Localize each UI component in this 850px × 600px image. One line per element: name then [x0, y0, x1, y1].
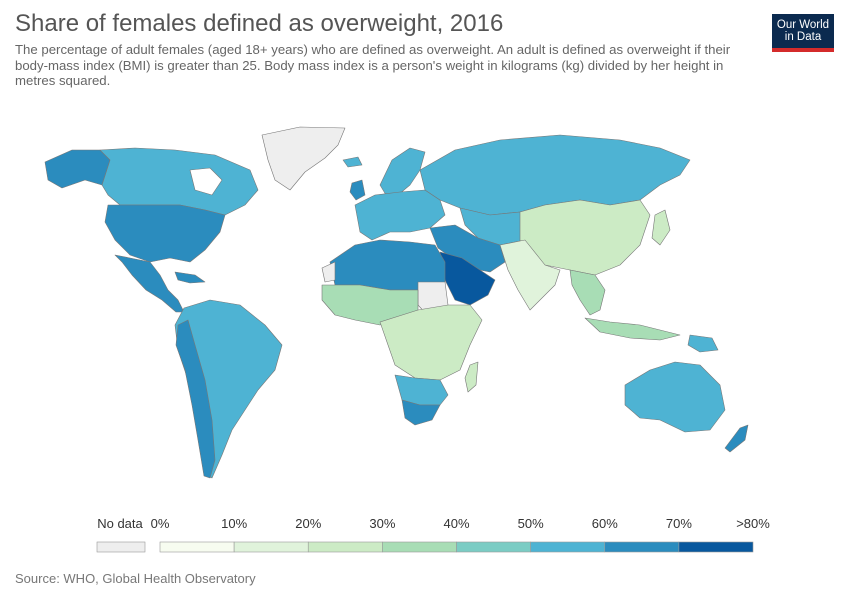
- region-central-africa[interactable]: [379, 304, 483, 381]
- region-russia[interactable]: [419, 134, 691, 216]
- region-indonesia[interactable]: [584, 317, 681, 341]
- legend-bin-3[interactable]: [382, 541, 457, 553]
- legend-bin-0[interactable]: [159, 541, 235, 553]
- region-scandinavia[interactable]: [379, 147, 426, 196]
- logo-line-1: Our World: [776, 19, 830, 31]
- region-uk[interactable]: [349, 179, 366, 201]
- region-andes[interactable]: [175, 319, 216, 479]
- chart-subtitle: The percentage of adult females (aged 18…: [15, 42, 731, 88]
- region-iceland[interactable]: [342, 156, 363, 168]
- legend-tick-5: 50%: [517, 516, 544, 531]
- region-usa[interactable]: [104, 204, 226, 263]
- region-madagascar[interactable]: [464, 361, 479, 393]
- region-japan[interactable]: [651, 209, 671, 246]
- legend: [96, 541, 754, 553]
- legend-tick-0: 0%: [150, 516, 170, 531]
- legend-bin-6[interactable]: [604, 541, 680, 553]
- region-western-sahara[interactable]: [321, 261, 336, 283]
- region-arabia[interactable]: [439, 251, 496, 306]
- region-south-africa[interactable]: [401, 399, 441, 426]
- region-southeast-asia[interactable]: [569, 269, 606, 316]
- region-mexico[interactable]: [114, 254, 185, 313]
- region-new-zealand[interactable]: [724, 424, 749, 453]
- region-new-guinea[interactable]: [687, 334, 719, 353]
- region-europe[interactable]: [354, 189, 446, 241]
- logo-line-2: in Data: [784, 31, 822, 43]
- source-note[interactable]: Source: WHO, Global Health Observatory: [15, 571, 256, 586]
- legend-tick-7: 70%: [665, 516, 692, 531]
- region-caribbean[interactable]: [174, 271, 206, 284]
- legend-bin-1[interactable]: [233, 541, 309, 553]
- owid-logo[interactable]: Our World in Data: [772, 14, 834, 52]
- legend-no-data-swatch[interactable]: [96, 541, 146, 553]
- legend-bin-7[interactable]: [678, 541, 754, 553]
- legend-tick-4: 40%: [443, 516, 470, 531]
- region-greenland[interactable]: [261, 126, 346, 191]
- region-alaska[interactable]: [44, 149, 111, 189]
- hudson-bay: [189, 167, 223, 196]
- legend-tick-3: 30%: [369, 516, 396, 531]
- legend-bin-2[interactable]: [307, 541, 383, 553]
- region-india[interactable]: [499, 239, 561, 311]
- chart-title: Share of females defined as overweight, …: [15, 10, 504, 37]
- legend-tick-6: 60%: [591, 516, 618, 531]
- legend-bin-4[interactable]: [456, 541, 531, 553]
- legend-tick-2: 20%: [295, 516, 322, 531]
- region-australia[interactable]: [624, 361, 726, 433]
- legend-tick-1: 10%: [221, 516, 248, 531]
- legend-no-data-label: No data: [97, 516, 143, 531]
- legend-tick-8: >80%: [736, 516, 770, 531]
- legend-bin-5[interactable]: [530, 541, 606, 553]
- region-middle-east[interactable]: [429, 224, 506, 273]
